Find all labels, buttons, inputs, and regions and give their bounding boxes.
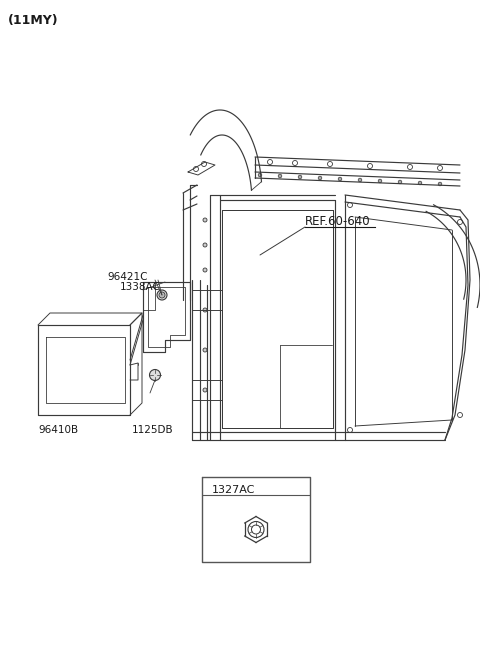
Circle shape: [457, 219, 463, 225]
Circle shape: [408, 164, 412, 170]
Circle shape: [278, 174, 282, 178]
Circle shape: [457, 413, 463, 417]
Circle shape: [267, 160, 273, 164]
Circle shape: [327, 162, 333, 166]
Circle shape: [202, 162, 206, 166]
Circle shape: [157, 290, 167, 300]
Circle shape: [159, 292, 165, 298]
Circle shape: [203, 268, 207, 272]
Circle shape: [348, 428, 352, 432]
Text: 96410B: 96410B: [38, 425, 78, 435]
Text: REF.60-640: REF.60-640: [305, 215, 371, 228]
Circle shape: [348, 202, 352, 208]
Text: (11MY): (11MY): [8, 14, 59, 27]
Circle shape: [368, 164, 372, 168]
Circle shape: [438, 182, 442, 186]
Text: 1125DB: 1125DB: [132, 425, 174, 435]
Circle shape: [358, 178, 362, 182]
Circle shape: [338, 178, 342, 181]
Text: 96421C: 96421C: [107, 272, 147, 282]
Circle shape: [203, 348, 207, 352]
Circle shape: [258, 173, 262, 177]
Circle shape: [203, 243, 207, 247]
Circle shape: [298, 175, 302, 179]
Circle shape: [418, 181, 422, 185]
Circle shape: [292, 160, 298, 166]
Circle shape: [193, 166, 199, 172]
Circle shape: [437, 166, 443, 170]
Circle shape: [149, 369, 160, 381]
Circle shape: [203, 388, 207, 392]
Text: 1338AC: 1338AC: [120, 282, 161, 292]
Circle shape: [203, 218, 207, 222]
Circle shape: [318, 176, 322, 180]
Circle shape: [203, 308, 207, 312]
Circle shape: [378, 179, 382, 183]
Circle shape: [398, 180, 402, 184]
Text: 1327AC: 1327AC: [212, 485, 255, 495]
